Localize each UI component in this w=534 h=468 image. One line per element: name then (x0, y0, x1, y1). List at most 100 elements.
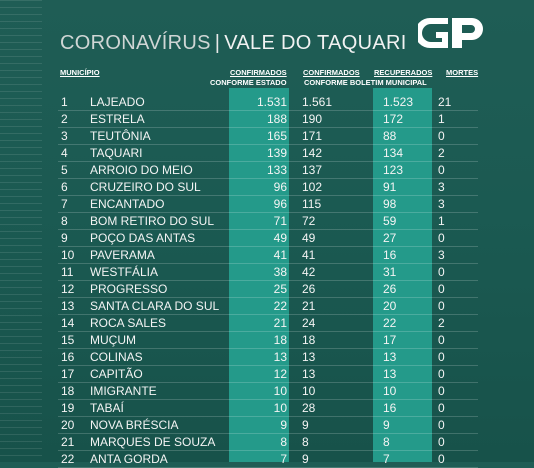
mortes-value: 3 (438, 180, 445, 194)
gp-logo: GP (418, 18, 483, 48)
confirmados-municipal-value: 49 (302, 231, 316, 245)
mortes-value: 0 (438, 282, 445, 296)
row-rank: 17 (61, 367, 75, 381)
confirmados-municipal-value: 9 (302, 452, 309, 466)
table-row: 9 POÇO DAS ANTAS 49 49 27 0 (58, 230, 478, 247)
recuperados-value: 13 (383, 367, 397, 381)
header-conforme-estado: CONFORME ESTADO (210, 78, 287, 87)
row-divider (58, 348, 478, 349)
municipio-name: SANTA CLARA DO SUL (90, 299, 220, 313)
confirmados-estado-value: 18 (273, 333, 287, 347)
confirmados-estado-value: 133 (266, 163, 287, 177)
municipio-name: IMIGRANTE (90, 384, 157, 398)
mortes-value: 2 (438, 146, 445, 160)
confirmados-estado-value: 12 (273, 367, 287, 381)
title-part2: VALE DO TAQUARI (224, 32, 407, 54)
table-row: 11 WESTFÁLIA 38 42 31 0 (58, 264, 478, 281)
mortes-value: 3 (438, 248, 445, 262)
mortes-value: 0 (438, 129, 445, 143)
recuperados-value: 91 (383, 180, 397, 194)
mortes-value: 0 (438, 350, 445, 364)
confirmados-municipal-value: 115 (302, 197, 322, 211)
mortes-value: 3 (438, 197, 445, 211)
confirmados-estado-value: 10 (273, 401, 287, 415)
municipio-name: COLINAS (90, 350, 143, 364)
confirmados-estado-value: 41 (273, 248, 287, 262)
row-rank: 1 (61, 95, 68, 109)
recuperados-value: 98 (383, 197, 397, 211)
recuperados-value: 9 (383, 418, 390, 432)
recuperados-value: 134 (383, 146, 404, 160)
row-divider (58, 246, 478, 247)
row-rank: 18 (61, 384, 75, 398)
confirmados-estado-value: 96 (273, 197, 287, 211)
confirmados-municipal-value: 8 (302, 435, 309, 449)
confirmados-estado-value: 21 (273, 316, 287, 330)
table-row: 21 MARQUES DE SOUZA 8 8 8 0 (58, 434, 478, 451)
row-rank: 13 (61, 299, 75, 313)
recuperados-value: 7 (383, 452, 390, 466)
row-divider (58, 229, 478, 230)
row-rank: 7 (61, 197, 68, 211)
confirmados-estado-value: 71 (273, 214, 287, 228)
confirmados-estado-value: 22 (273, 299, 287, 313)
table-row: 13 SANTA CLARA DO SUL 22 21 20 0 (58, 298, 478, 315)
mortes-value: 0 (438, 384, 445, 398)
recuperados-value: 16 (383, 248, 397, 262)
row-divider (58, 178, 478, 179)
confirmados-municipal-value: 9 (302, 418, 309, 432)
confirmados-municipal-value: 1.561 (302, 95, 333, 109)
municipio-name: CRUZEIRO DO SUL (90, 180, 201, 194)
recuperados-value: 59 (383, 214, 397, 228)
confirmados-estado-value: 1.531 (256, 95, 287, 109)
row-rank: 10 (61, 248, 75, 262)
row-rank: 22 (61, 452, 75, 466)
recuperados-value: 13 (383, 350, 397, 364)
decorative-lines (0, 0, 42, 462)
title-part1: CORONAVÍRUS (60, 32, 211, 54)
table-row: 7 ENCANTADO 96 115 98 3 (58, 196, 478, 213)
recuperados-value: 26 (383, 282, 397, 296)
recuperados-column-highlight (373, 88, 432, 462)
row-divider (58, 365, 478, 366)
table-row: 14 ROCA SALES 21 24 22 2 (58, 315, 478, 332)
row-divider (58, 433, 478, 434)
confirmados-municipal-value: 13 (302, 350, 316, 364)
table-row: 5 ARROIO DO MEIO 133 137 123 0 (58, 162, 478, 179)
confirmados-municipal-value: 24 (302, 316, 316, 330)
municipio-name: PROGRESSO (90, 282, 168, 296)
mortes-value: 0 (438, 265, 445, 279)
mortes-value: 1 (438, 112, 445, 126)
municipio-name: CAPITÃO (90, 367, 143, 381)
row-rank: 19 (61, 401, 75, 415)
table-row: 18 IMIGRANTE 10 10 10 0 (58, 383, 478, 400)
row-rank: 5 (61, 163, 68, 177)
confirmados-municipal-value: 171 (302, 129, 323, 143)
row-rank: 20 (61, 418, 75, 432)
recuperados-value: 88 (383, 129, 397, 143)
municipio-name: BOM RETIRO DO SUL (90, 214, 215, 228)
confirmados-estado-value: 7 (280, 452, 287, 466)
row-divider (58, 144, 478, 145)
row-divider (58, 297, 478, 298)
recuperados-value: 17 (383, 333, 397, 347)
header-recuperados: RECUPERADOS (374, 68, 433, 77)
mortes-value: 0 (438, 452, 445, 466)
title-separator: | (214, 32, 221, 54)
confirmados-estado-value: 96 (273, 180, 287, 194)
row-rank: 6 (61, 180, 68, 194)
mortes-value: 0 (438, 231, 445, 245)
municipio-name: NOVA BRÉSCIA (90, 418, 179, 432)
municipio-name: ESTRELA (90, 112, 145, 126)
row-rank: 4 (61, 146, 68, 160)
row-divider (58, 110, 478, 111)
row-divider (58, 263, 478, 264)
confirmados-municipal-value: 137 (302, 163, 323, 177)
recuperados-value: 20 (383, 299, 397, 313)
page-title: CORONAVÍRUS | VALE DO TAQUARI (60, 32, 407, 55)
confirmados-municipal-value: 26 (302, 282, 316, 296)
confirmados-municipal-value: 142 (302, 146, 323, 160)
confirmados-municipal-value: 72 (302, 214, 316, 228)
confirmados-estado-value: 8 (280, 435, 287, 449)
row-divider (58, 280, 478, 281)
